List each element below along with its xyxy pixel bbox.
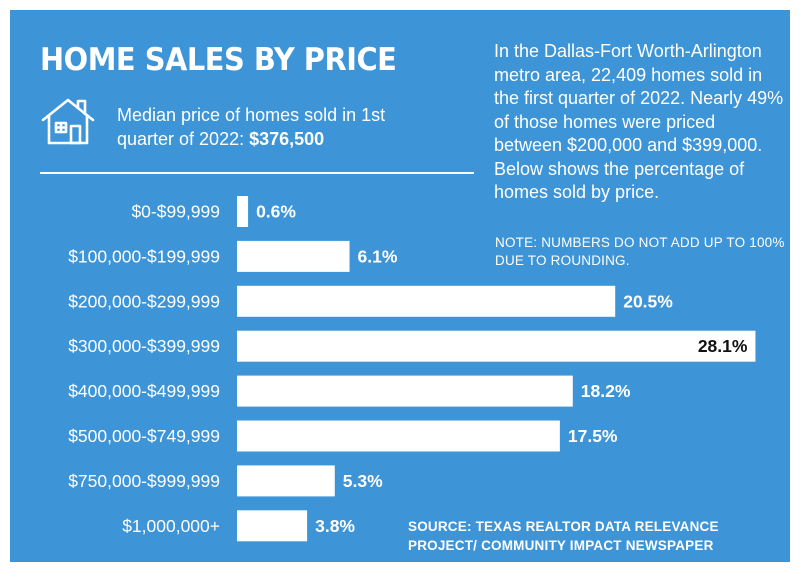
infographic-panel: HOME SALES BY PRICE Median price of home… — [10, 10, 790, 562]
median-price-text: Median price of homes sold in 1st quarte… — [117, 103, 417, 151]
description-text: In the Dallas-Fort Worth-Arlington metro… — [494, 41, 784, 202]
category-label: $400,000-$499,999 — [68, 381, 220, 401]
data-label: 20.5% — [623, 291, 673, 311]
data-label: 6.1% — [358, 246, 398, 266]
data-label: 5.3% — [343, 471, 383, 491]
bar-chart: $0-$99,999 0.6% $100,000-$199,999 6.1% $200,… — [68, 196, 756, 542]
note-text: NOTE: NUMBERS DO NOT ADD UP TO 100% DUE … — [495, 235, 785, 268]
median-price-label: Median price of homes sold in 1st quarte… — [117, 105, 386, 149]
category-label: $1,000,000+ — [122, 516, 220, 536]
category-label: $100,000-$199,999 — [68, 246, 220, 266]
data-label: 17.5% — [568, 426, 618, 446]
median-price-value: $376,500 — [249, 129, 325, 149]
bar — [237, 510, 308, 542]
category-label: $500,000-$749,999 — [68, 426, 220, 446]
bar — [237, 196, 249, 227]
bar — [237, 285, 616, 317]
data-label: 0.6% — [256, 202, 296, 222]
data-label: 3.8% — [315, 516, 355, 536]
source-text: SOURCE: TEXAS REALTOR DATA RELEVANCE PRO… — [408, 519, 719, 553]
divider — [40, 172, 474, 174]
data-label: 28.1% — [698, 336, 748, 356]
data-label: 18.2% — [581, 381, 631, 401]
page-title: HOME SALES BY PRICE — [40, 42, 397, 78]
category-label: $200,000-$299,999 — [68, 291, 220, 311]
bar — [237, 375, 573, 407]
house-icon — [41, 98, 95, 145]
category-label: $0-$99,999 — [131, 202, 220, 222]
bar — [237, 420, 560, 452]
bar — [237, 240, 350, 272]
category-label: $750,000-$999,999 — [68, 471, 220, 491]
bar — [237, 330, 756, 362]
category-label: $300,000-$399,999 — [68, 336, 220, 356]
bar — [237, 465, 335, 497]
